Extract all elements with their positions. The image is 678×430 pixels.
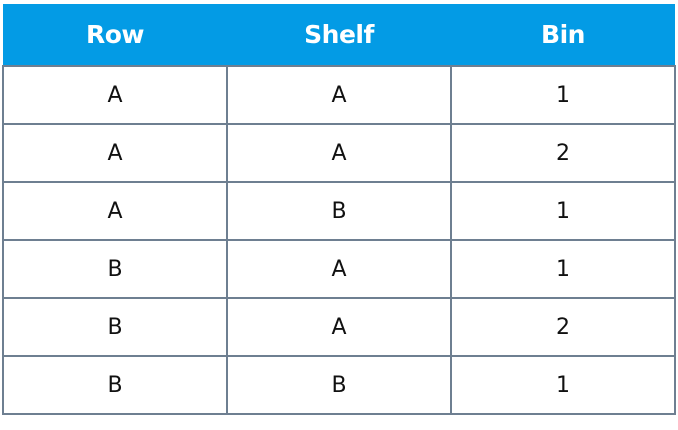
header-shelf-col: Shelf [227,4,451,66]
row-cell: A [2,65,228,125]
bin-cell: 2 [450,297,676,357]
row-cell: A [2,123,228,183]
header-row: Row Shelf Bin [3,4,675,66]
shelf-cell: A [226,65,452,125]
bin-cell: 1 [450,355,676,415]
shelf-cell: B [226,181,452,241]
bin-cell: 2 [450,123,676,183]
row-cell: B [2,355,228,415]
bin-cell: 1 [450,65,676,125]
row-cell: B [2,239,228,299]
bin-cell: 1 [450,181,676,241]
header-row-col: Row [3,4,227,66]
shelf-cell: B [226,355,452,415]
row-cell: A [2,181,228,241]
row-cell: B [2,297,228,357]
bin-cell: 1 [450,239,676,299]
shelf-cell: A [226,297,452,357]
shelf-cell: A [226,239,452,299]
shelf-cell: A [226,123,452,183]
header-bin-col: Bin [451,4,675,66]
